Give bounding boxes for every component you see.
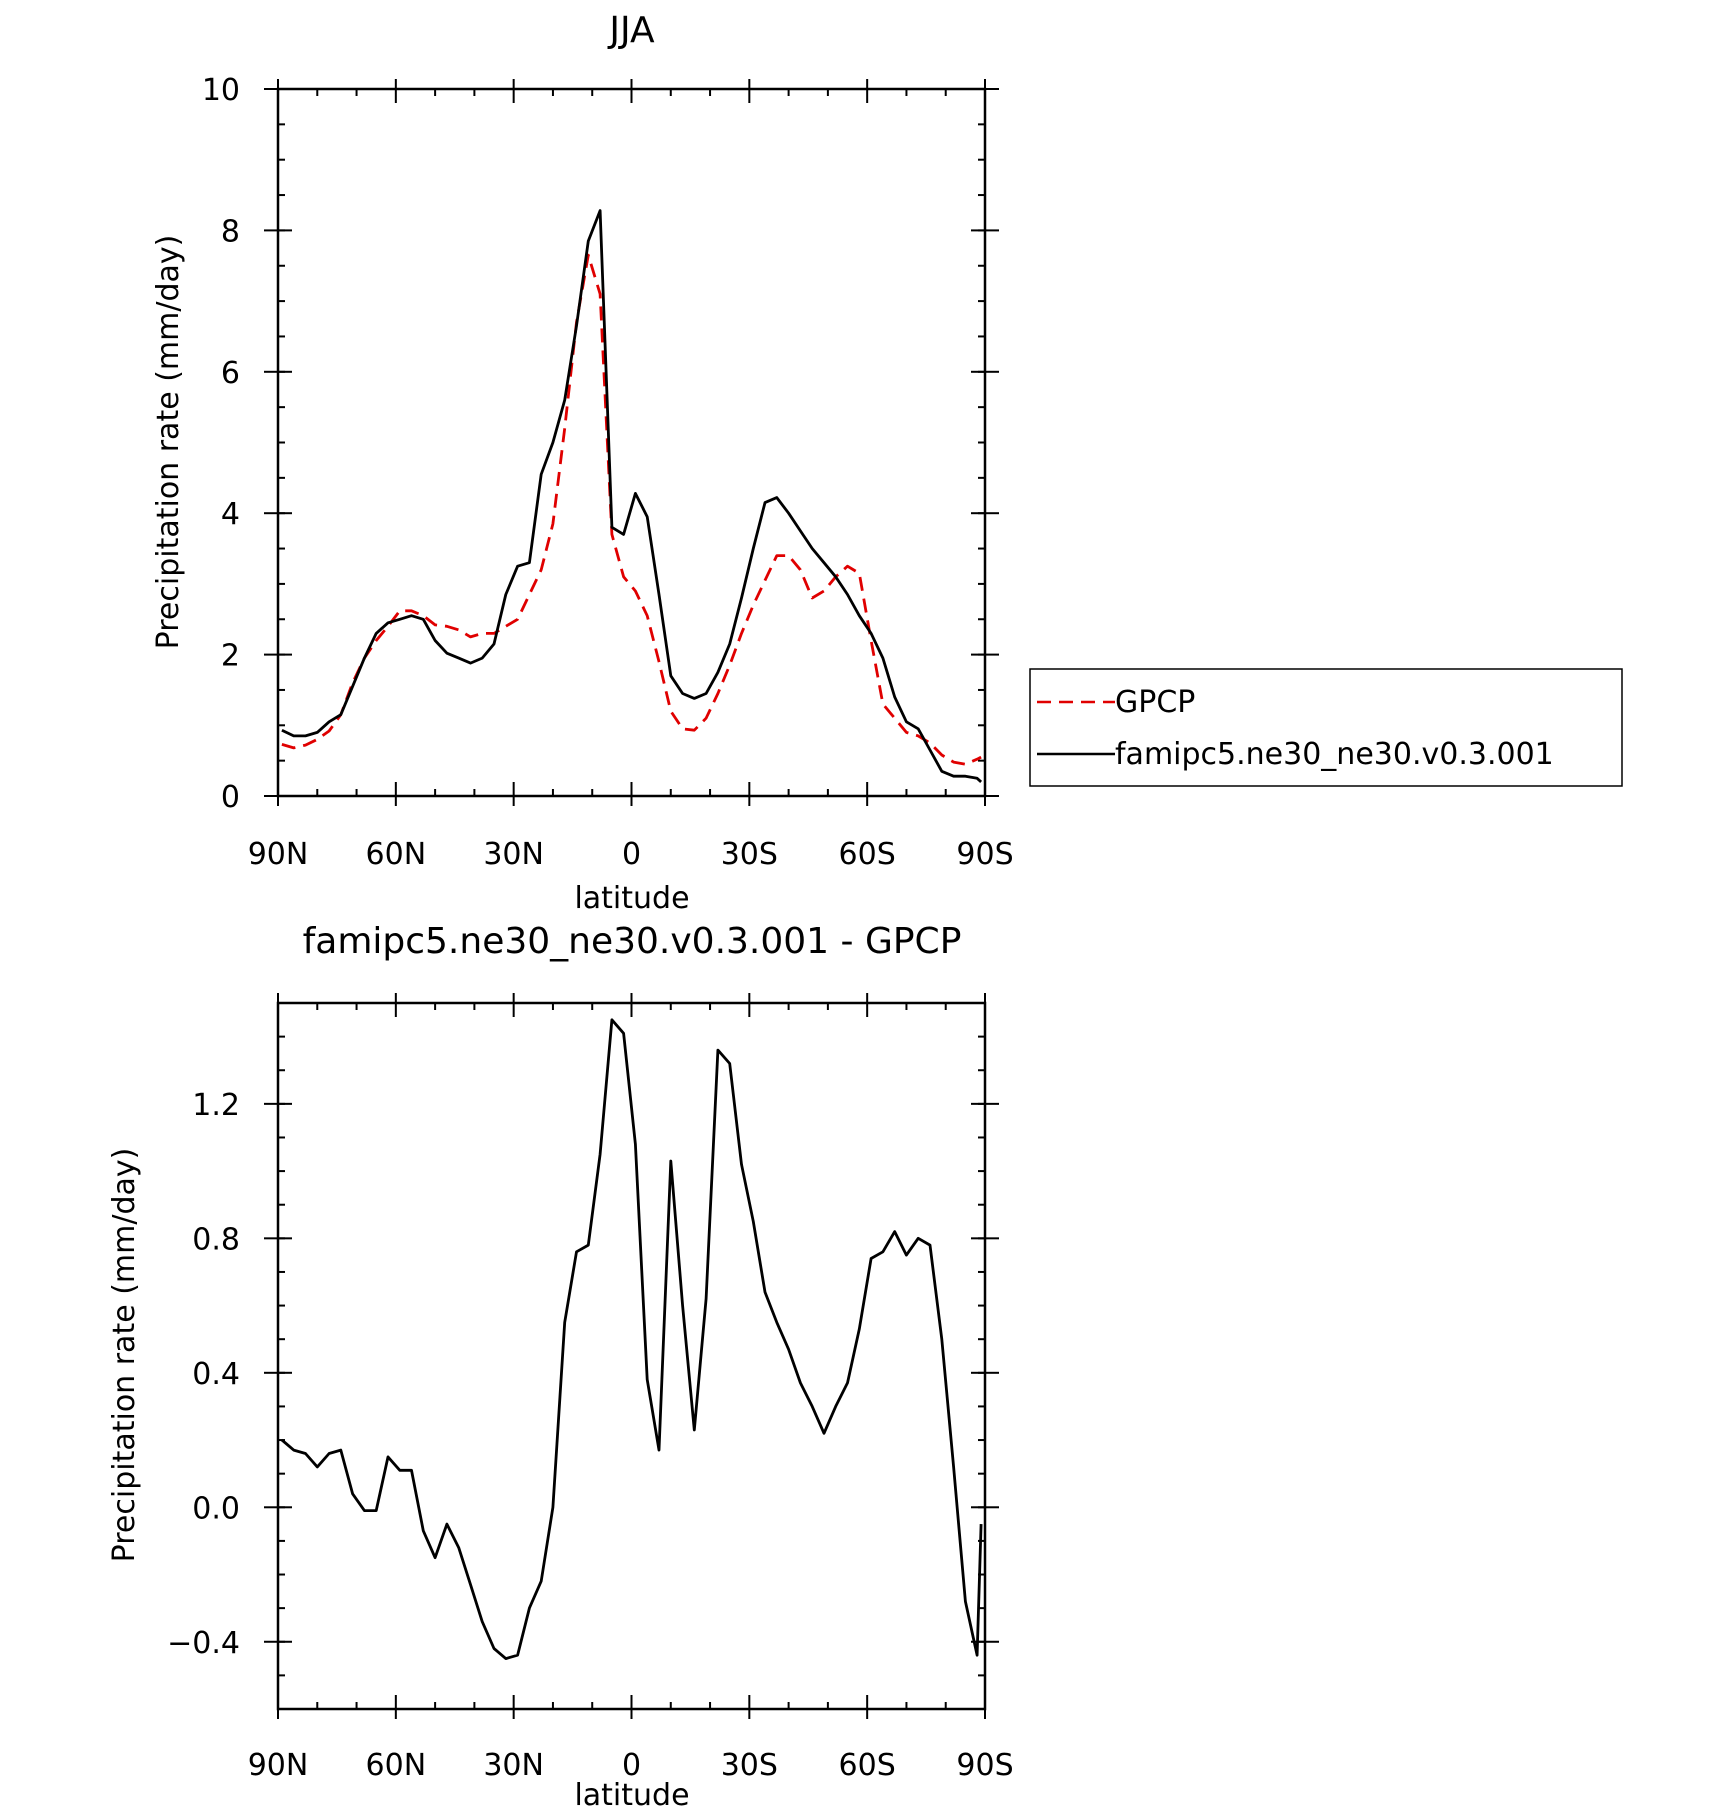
x-tick-label: 30S [721,1748,778,1783]
series-line-gpcp [281,253,982,766]
x-tick-label: 0 [622,1748,641,1783]
series-line-difference [280,1018,983,1660]
legend-label-model: famipc5.ne30_ne30.v0.3.001 [1115,737,1554,772]
y-tick-label: −0.4 [167,1626,240,1661]
legend: GPCP famipc5.ne30_ne30.v0.3.001 [1029,668,1623,787]
y-tick-label: 8 [221,214,240,249]
top-y-axis-label: Precipitation rate (mm/day) [151,235,186,650]
y-tick-label: 0.4 [192,1357,240,1392]
top-panel: JJA 0 2 4 6 8 10 90N 60N 30N 0 30S 60S 90S latitude… [151,10,1623,916]
series-line-famipc5-ne30-ne30-v0-3-001 [281,209,983,783]
y-tick-label: 4 [221,497,240,532]
bottom-panel: famipc5.ne30_ne30.v0.3.001 - GPCP −0.4 0.… [107,921,1014,1811]
x-tick-label: 90N [248,1748,309,1783]
y-tick-label: 10 [202,73,240,108]
top-chart-title: JJA [607,10,655,51]
x-tick-label: 30N [483,837,544,872]
top-axis-ticks [264,79,999,806]
bottom-chart-title: famipc5.ne30_ne30.v0.3.001 - GPCP [303,921,962,962]
top-y-tick-labels: 0 2 4 6 8 10 [202,73,240,815]
bottom-x-tick-labels: 90N 60N 30N 0 30S 60S 90S [248,1748,1014,1783]
x-tick-label: 60S [839,1748,896,1783]
y-tick-label: 0.0 [192,1491,240,1526]
top-x-tick-labels: 90N 60N 30N 0 30S 60S 90S [248,837,1014,872]
y-tick-label: 0.8 [192,1222,240,1257]
x-tick-label: 90N [248,837,309,872]
top-x-axis-label: latitude [574,881,689,916]
bottom-x-axis-label: latitude [574,1778,689,1811]
x-tick-label: 60N [366,1748,427,1783]
y-tick-label: 2 [221,639,240,674]
y-tick-label: 1.2 [192,1088,240,1123]
legend-box [1029,668,1623,787]
y-tick-label: 0 [221,780,240,815]
x-tick-label: 30S [721,837,778,872]
bottom-y-axis-label: Precipitation rate (mm/day) [107,1148,142,1563]
x-tick-label: 60S [839,837,896,872]
bottom-series-group [280,1018,983,1660]
bottom-y-tick-labels: −0.4 0.0 0.4 0.8 1.2 [167,1088,240,1661]
x-tick-label: 90S [956,837,1013,872]
y-tick-label: 6 [221,356,240,391]
x-tick-label: 90S [956,1748,1013,1783]
x-tick-label: 60N [366,837,427,872]
bottom-axis-ticks [264,993,999,1719]
x-tick-label: 30N [483,1748,544,1783]
x-tick-label: 0 [622,837,641,872]
top-series-group [281,209,983,783]
legend-label-gpcp: GPCP [1115,685,1195,720]
